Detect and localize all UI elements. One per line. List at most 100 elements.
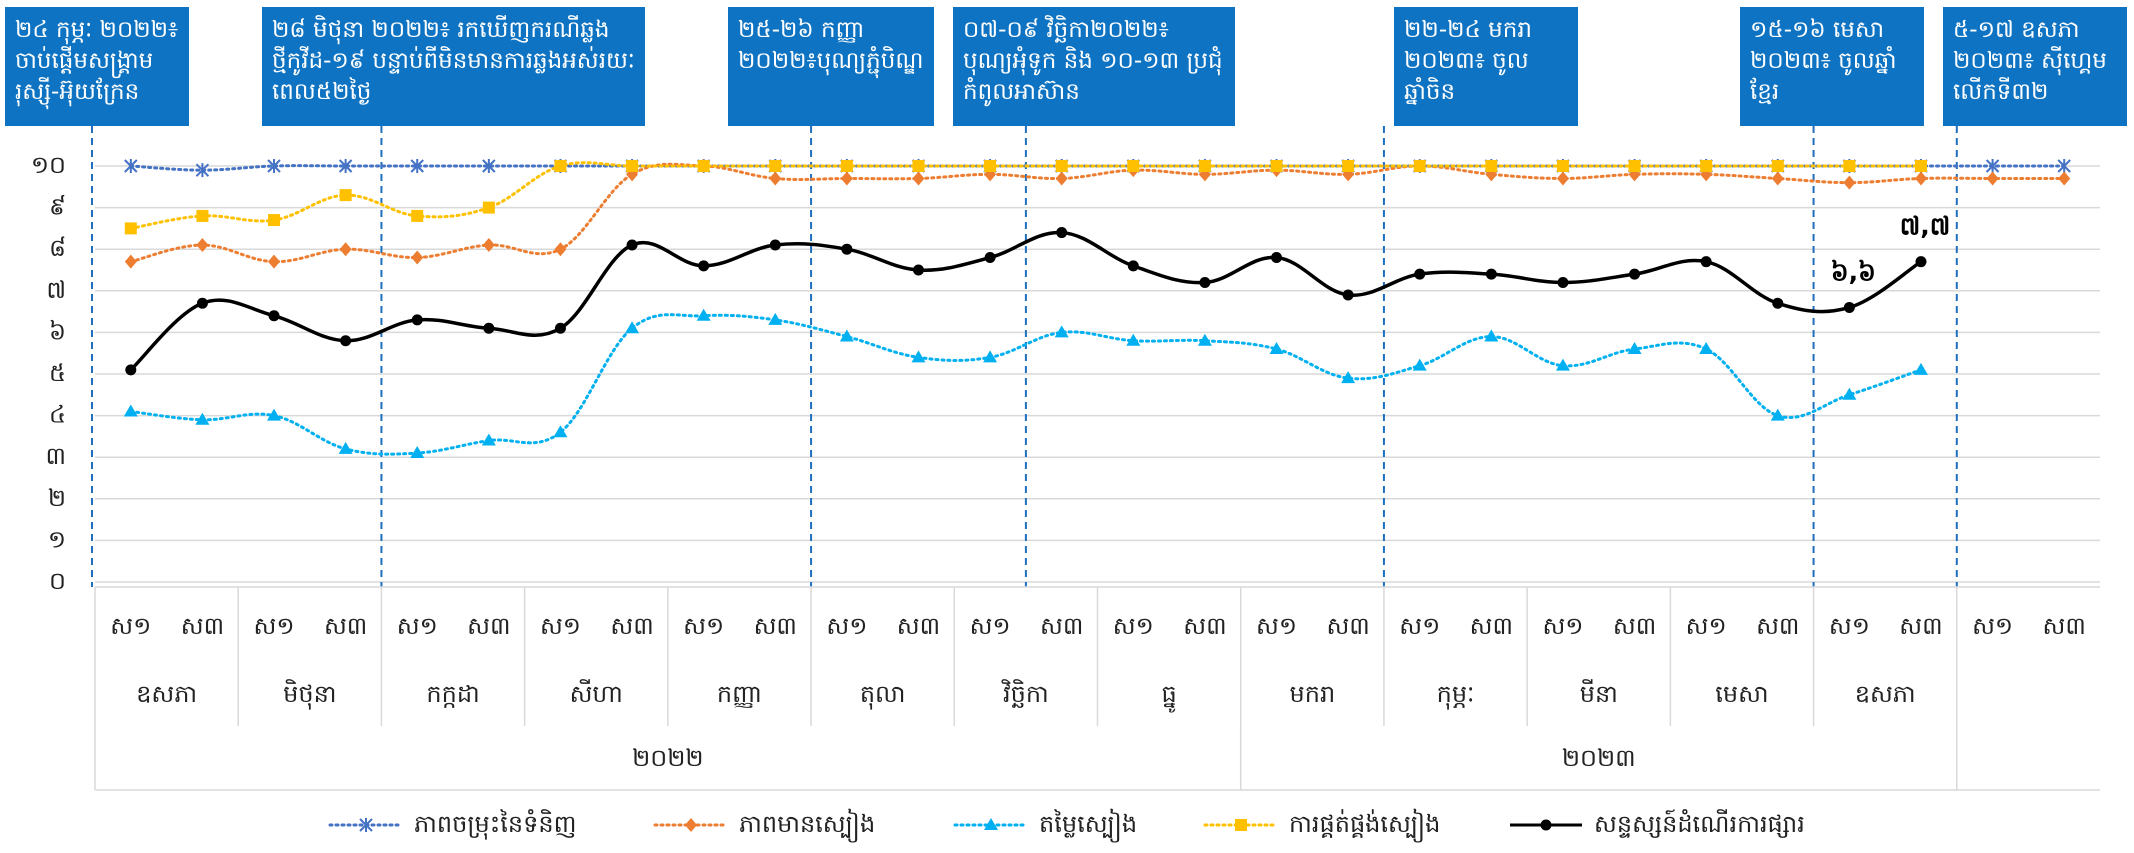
data-point xyxy=(696,308,711,321)
x-tick-week: ស១ xyxy=(1829,612,1870,640)
data-point xyxy=(123,404,138,417)
data-point xyxy=(1699,342,1714,355)
x-tick-week: ស១ xyxy=(826,612,867,640)
data-point xyxy=(554,322,566,334)
data-point xyxy=(1556,160,1569,172)
data-point xyxy=(196,297,208,309)
legend-marker xyxy=(685,818,697,832)
series-group xyxy=(123,159,2071,459)
x-tick-week: ស១ xyxy=(683,612,724,640)
x-tick-week: ស៣ xyxy=(754,612,797,640)
y-tick-label: ៣ xyxy=(45,442,66,470)
y-tick-label: ៤ xyxy=(49,401,66,429)
data-point xyxy=(839,329,854,342)
y-axis: ០ ១ ២ ៣ ៤ ៥ ៦ ៧ ៨ ៩ ១០ xyxy=(31,151,66,595)
data-point xyxy=(411,209,424,222)
data-point xyxy=(769,239,781,251)
data-label: ៧,៧ xyxy=(1900,212,1951,241)
legend-marker xyxy=(1235,819,1247,831)
data-point xyxy=(769,160,782,172)
data-point xyxy=(268,254,281,269)
data-point xyxy=(1843,301,1855,313)
y-tick-label: ៩ xyxy=(49,193,66,221)
y-tick-label: ៥ xyxy=(49,359,66,387)
x-tick-year: ២០២២ xyxy=(632,744,703,772)
x-tick-month: កក្កដា xyxy=(426,680,479,708)
legend-marker xyxy=(359,818,373,832)
data-point xyxy=(1341,371,1356,384)
x-tick-week: ស១ xyxy=(110,612,151,640)
data-point xyxy=(2058,171,2071,186)
data-point xyxy=(1271,252,1283,264)
legend-label: ការផ្គត់ផ្គង់ស្បៀង xyxy=(1289,808,1440,843)
data-point xyxy=(338,159,353,173)
gridlines xyxy=(95,165,2100,583)
x-tick-week: ស៣ xyxy=(1040,612,1083,640)
x-tick-week: ស១ xyxy=(540,612,581,640)
x-tick-week: ស៣ xyxy=(324,612,367,640)
y-tick-label: ១០ xyxy=(31,151,66,179)
data-point xyxy=(912,171,925,186)
data-point xyxy=(1413,160,1426,172)
x-tick-month: មេសា xyxy=(1715,680,1768,708)
data-point xyxy=(195,163,210,178)
annotation-pchum-ben: ២៥-២៦ កញ្ញា ២០២២៖បុណ្យភ្ជុំបិណ្ឌ xyxy=(728,7,934,126)
data-point xyxy=(984,160,997,172)
legend-label: ភាពមានស្បៀង xyxy=(739,808,875,843)
data-point xyxy=(339,189,352,202)
data-point xyxy=(841,243,853,255)
x-tick-week: ស៣ xyxy=(467,612,510,640)
data-point xyxy=(697,160,710,172)
data-point xyxy=(196,238,209,253)
data-point xyxy=(1772,297,1784,309)
data-point xyxy=(1342,289,1354,301)
data-point xyxy=(840,160,853,172)
data-point xyxy=(1771,160,1784,172)
data-point xyxy=(1700,160,1713,172)
data-point xyxy=(1628,160,1641,172)
data-point xyxy=(1915,256,1927,268)
data-point xyxy=(1054,325,1069,338)
x-tick-week: ស៣ xyxy=(897,612,940,640)
series-line xyxy=(129,161,1923,230)
data-point xyxy=(1842,387,1857,400)
series-line xyxy=(129,230,1922,372)
data-point xyxy=(267,408,282,421)
x-tick-month: មីនា xyxy=(1580,679,1618,708)
x-tick-year: ២០២៣ xyxy=(1562,744,1636,772)
data-point xyxy=(912,264,924,276)
data-point xyxy=(1485,160,1498,172)
data-point xyxy=(410,159,424,173)
x-tick-week: ស៣ xyxy=(2043,612,2086,640)
data-point xyxy=(268,214,281,227)
data-point xyxy=(698,260,710,272)
data-point xyxy=(1484,329,1499,342)
series-1 xyxy=(124,159,2071,269)
annotation-khmer-new-year: ១៥-១៦ មេសា ២០២៣៖ ចូលឆ្នាំខ្មែរ xyxy=(1740,7,1924,126)
data-point xyxy=(1986,171,1999,186)
x-tick-month: វិច្ឆិកា xyxy=(1001,679,1049,708)
data-point xyxy=(124,159,138,173)
x-tick-week: ស៣ xyxy=(1613,612,1656,640)
annotation-covid-case: ២៨ មិថុនា ២០២២៖ រកឃើញករណីឆ្លងថ្មីកូវីដ-១… xyxy=(262,7,645,126)
series-3 xyxy=(124,160,1927,235)
x-tick-month: តុលា xyxy=(860,680,906,710)
data-point xyxy=(1555,358,1570,371)
data-point xyxy=(1485,268,1497,280)
x-tick-week: ស១ xyxy=(1399,612,1440,640)
data-point xyxy=(911,350,926,363)
data-point xyxy=(1556,171,1569,186)
data-point xyxy=(1197,333,1212,346)
data-point xyxy=(1126,333,1141,346)
data-point xyxy=(1700,256,1712,268)
legend-label: ភាពចម្រុះនៃទំនិញ xyxy=(414,809,576,840)
data-point xyxy=(1914,160,1927,172)
data-point xyxy=(1913,362,1928,375)
x-tick-week: ស១ xyxy=(1686,612,1727,640)
x-tick-month: ឧសភា xyxy=(1855,680,1916,708)
data-point xyxy=(1342,160,1355,172)
data-point xyxy=(1269,342,1284,355)
data-point xyxy=(339,242,352,257)
data-point xyxy=(1199,276,1211,288)
